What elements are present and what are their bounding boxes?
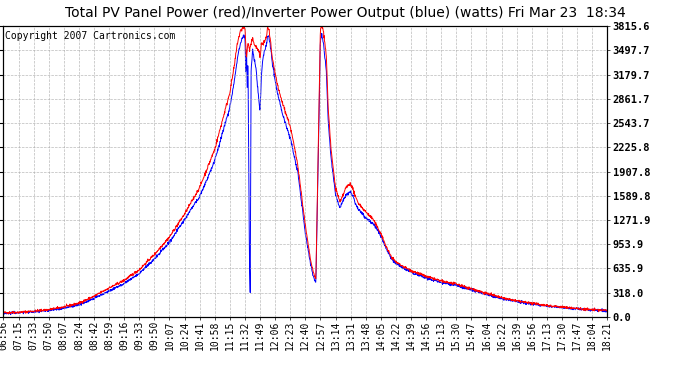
Text: Copyright 2007 Cartronics.com: Copyright 2007 Cartronics.com bbox=[5, 31, 175, 40]
Text: Total PV Panel Power (red)/Inverter Power Output (blue) (watts) Fri Mar 23  18:3: Total PV Panel Power (red)/Inverter Powe… bbox=[65, 6, 625, 20]
